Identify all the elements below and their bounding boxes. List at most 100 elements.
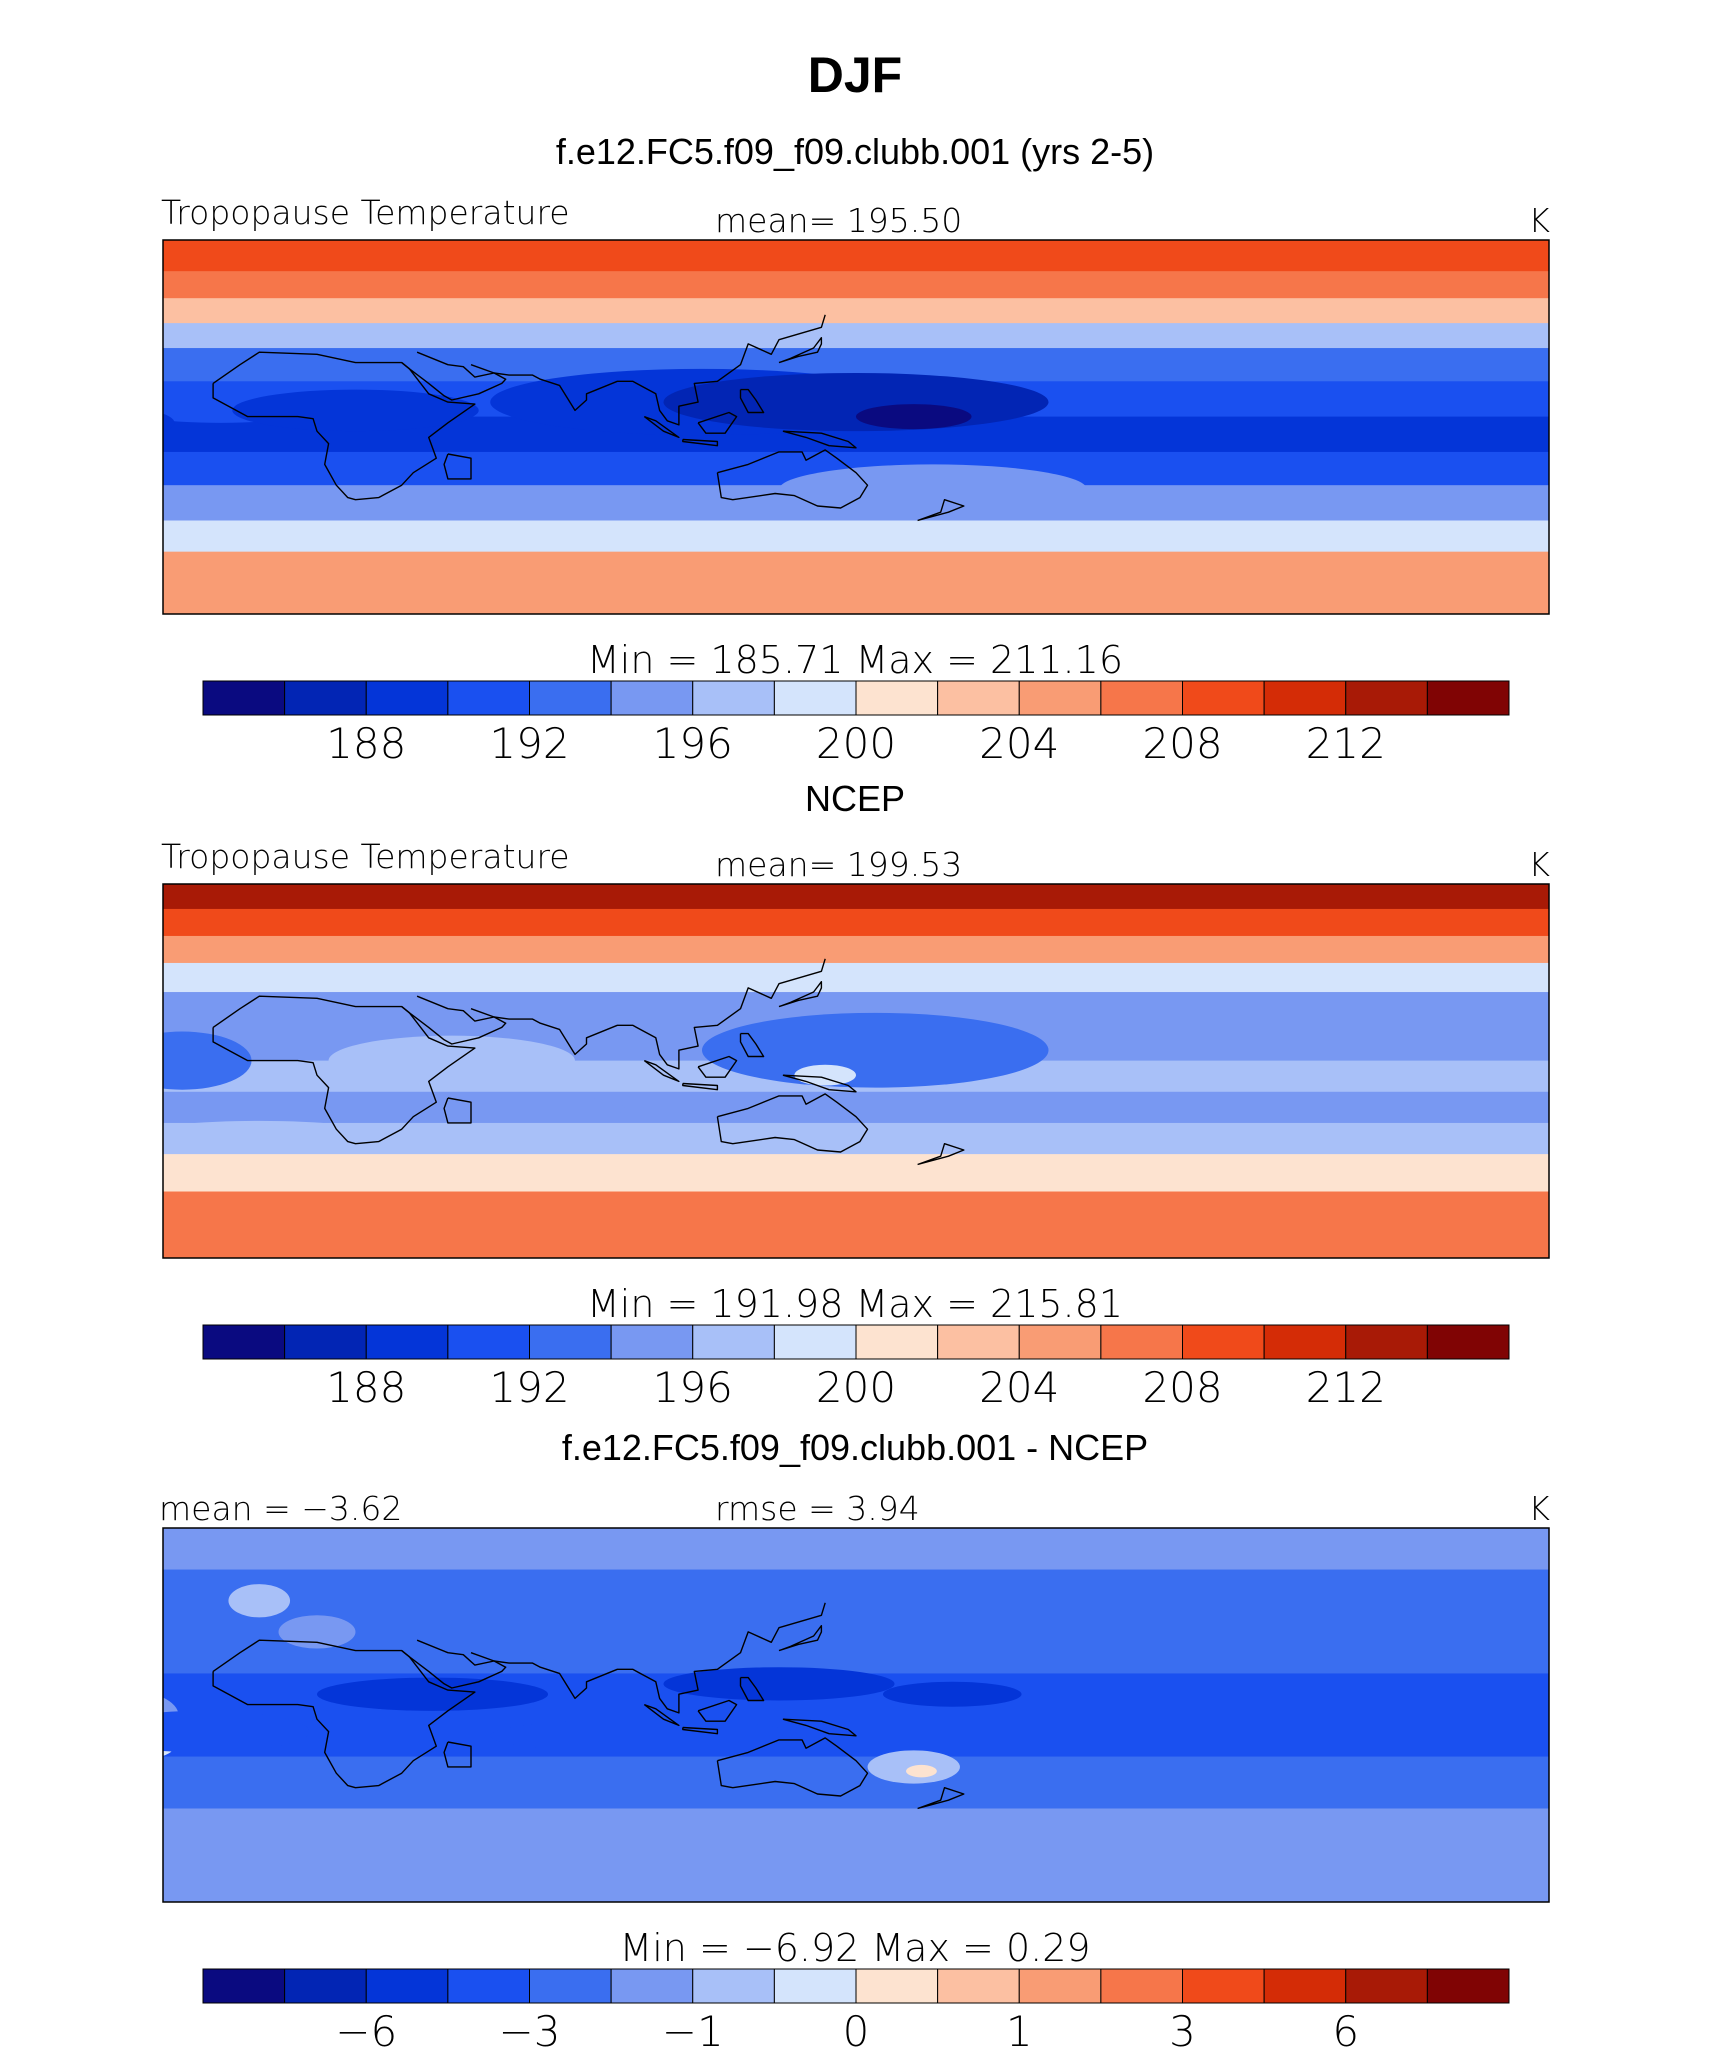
contour-band: [163, 1122, 1549, 1155]
map-frame: [162, 1527, 1550, 1903]
coastline: [739, 388, 765, 414]
coastline: [212, 1639, 476, 1789]
coastline: [401, 1639, 507, 1689]
panel-left-label: Tropopause Temperature: [161, 193, 570, 232]
coastline: [643, 1059, 680, 1083]
colorbar-swatch: [447, 1968, 530, 2004]
colorbar-swatch: [202, 680, 286, 716]
colorbar-tick-label: 192: [489, 1363, 569, 1412]
colorbar-tick-label: 0: [843, 2007, 870, 2048]
colorbar-tick-label: 212: [1306, 719, 1386, 768]
coastline: [917, 1142, 965, 1166]
colorbar-swatch: [1426, 1968, 1510, 2004]
colorbar-tick-label: 6: [1332, 2007, 1359, 2048]
coastline: [716, 449, 869, 509]
colorbar-tick-label: 204: [979, 1363, 1059, 1412]
colorbar-swatch: [284, 1968, 367, 2004]
contour-band: [163, 1569, 1549, 1623]
minmax-label: Min = 185.71 Max = 211.16: [587, 638, 1123, 682]
field-features: [163, 1012, 1049, 1146]
coastline: [778, 1624, 823, 1652]
colorbar-swatch: [1345, 680, 1428, 716]
contour-cell: [794, 1064, 856, 1086]
colorbar-swatch: [1182, 1324, 1265, 1360]
colorbar-swatch: [1263, 1324, 1347, 1360]
contour-band: [163, 908, 1549, 937]
colorbar-swatch: [1018, 1324, 1102, 1360]
coastline: [682, 438, 719, 447]
panel-mean-label: mean = −3.62: [159, 1489, 402, 1528]
contour-cell: [663, 1667, 895, 1701]
colorbar-tick-label: 200: [816, 1363, 896, 1412]
coastline: [401, 351, 507, 401]
chart-title: DJF: [808, 47, 902, 103]
colorbar-swatch: [610, 1324, 694, 1360]
coastline: [697, 1055, 738, 1078]
colorbar-swatch: [529, 1324, 612, 1360]
contour-band: [163, 962, 1549, 993]
panel-ncep: NCEP Tropopause Temperature mean= 199.53…: [161, 778, 1550, 1412]
contour-cell: [471, 1095, 625, 1121]
contour-band: [163, 240, 1549, 272]
colorbar-swatch: [855, 1968, 939, 2004]
colorbar-swatch: [365, 1968, 449, 2004]
colorbar-swatch: [202, 1968, 286, 2004]
coastline: [0, 1690, 144, 1827]
coastline: [643, 415, 680, 439]
coastline: [917, 1786, 965, 1810]
colorbar-swatch: [692, 1968, 775, 2004]
colorbar-swatch: [284, 680, 367, 716]
contour-band: [163, 1756, 1549, 1810]
contour-band: [163, 551, 1549, 614]
colorbar-tick-label: 200: [816, 719, 896, 768]
panel-units-label: K: [1528, 201, 1550, 240]
colorbar-tick-label: −1: [662, 2007, 724, 2048]
colorbar-swatch: [937, 1324, 1020, 1360]
panel-heading: f.e12.FC5.f09_f09.clubb.001 - NCEP: [562, 1427, 1148, 1468]
contour-cell: [278, 1615, 356, 1649]
colorbar-swatch: [529, 1968, 612, 2004]
colorbar-tick-label: 3: [1169, 2007, 1196, 2048]
contour-cell: [779, 464, 1087, 515]
coastline: [470, 1602, 826, 1714]
colorbar-swatch: [447, 680, 530, 716]
field-features: [163, 1584, 1022, 1784]
panel-units-label: K: [1528, 845, 1550, 884]
minmax-label: Min = −6.92 Max = 0.29: [619, 1926, 1090, 1970]
coastline: [716, 1093, 869, 1153]
minmax-label: Min = 191.98 Max = 215.81: [587, 1282, 1123, 1326]
coastline: [778, 981, 823, 1008]
colorbar-swatch: [692, 680, 775, 716]
panel-heading: NCEP: [805, 778, 905, 819]
colorbar-tick-label: 196: [653, 1363, 733, 1412]
contour-cell: [163, 413, 175, 433]
coastline: [682, 1726, 719, 1735]
map-frame: [162, 239, 1550, 615]
colorbar-swatch: [1018, 1968, 1102, 2004]
colorbar-swatch: [855, 680, 939, 716]
colorbar-tick-label: 212: [1306, 1363, 1386, 1412]
colorbar-swatch: [1100, 1324, 1183, 1360]
panel-model: f.e12.FC5.f09_f09.clubb.001 (yrs 2-5) Tr…: [0, 131, 1550, 768]
colorbar-swatch: [1182, 1968, 1265, 2004]
contour-cell: [163, 1031, 252, 1090]
coastline: [443, 1097, 472, 1124]
colorbar-swatch: [692, 1324, 775, 1360]
colorbar-tick-label: 196: [653, 719, 733, 768]
contour-band: [163, 323, 1549, 349]
colorbar-swatch: [1263, 680, 1347, 716]
contour-band: [163, 1091, 1549, 1124]
contour-cell: [163, 1697, 179, 1733]
colorbar-swatch: [1100, 1968, 1183, 2004]
coastline: [0, 402, 144, 539]
contour-cell: [702, 1012, 1049, 1088]
coastlines: [0, 1602, 965, 1827]
colorbar-swatch: [937, 680, 1020, 716]
colorbar-swatch: [610, 680, 694, 716]
colorbar-swatch: [1426, 1324, 1510, 1360]
colorbar-swatch: [937, 1968, 1020, 2004]
colorbar-swatch: [365, 680, 449, 716]
colorbar-tick-label: 188: [326, 719, 406, 768]
contour-band: [163, 935, 1549, 964]
